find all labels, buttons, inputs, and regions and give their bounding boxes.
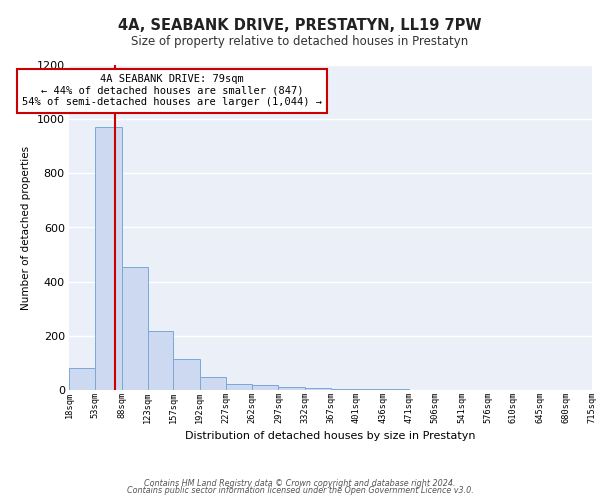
- Text: Contains HM Land Registry data © Crown copyright and database right 2024.: Contains HM Land Registry data © Crown c…: [144, 478, 456, 488]
- Bar: [95, 128, 122, 390]
- Bar: [148, 331, 173, 390]
- Bar: [331, 388, 356, 390]
- Bar: [200, 377, 226, 390]
- Bar: [226, 384, 252, 390]
- Bar: [252, 385, 278, 390]
- Bar: [305, 388, 331, 390]
- Text: 4A, SEABANK DRIVE, PRESTATYN, LL19 7PW: 4A, SEABANK DRIVE, PRESTATYN, LL19 7PW: [118, 18, 482, 32]
- X-axis label: Distribution of detached houses by size in Prestatyn: Distribution of detached houses by size …: [185, 431, 476, 441]
- Bar: [69, 368, 95, 390]
- Bar: [173, 359, 200, 390]
- Text: Size of property relative to detached houses in Prestatyn: Size of property relative to detached ho…: [131, 35, 469, 48]
- Text: 4A SEABANK DRIVE: 79sqm
← 44% of detached houses are smaller (847)
54% of semi-d: 4A SEABANK DRIVE: 79sqm ← 44% of detache…: [22, 74, 322, 108]
- Bar: [356, 389, 383, 390]
- Text: Contains public sector information licensed under the Open Government Licence v3: Contains public sector information licen…: [127, 486, 473, 495]
- Bar: [278, 388, 305, 390]
- Bar: [122, 267, 148, 390]
- Y-axis label: Number of detached properties: Number of detached properties: [21, 146, 31, 310]
